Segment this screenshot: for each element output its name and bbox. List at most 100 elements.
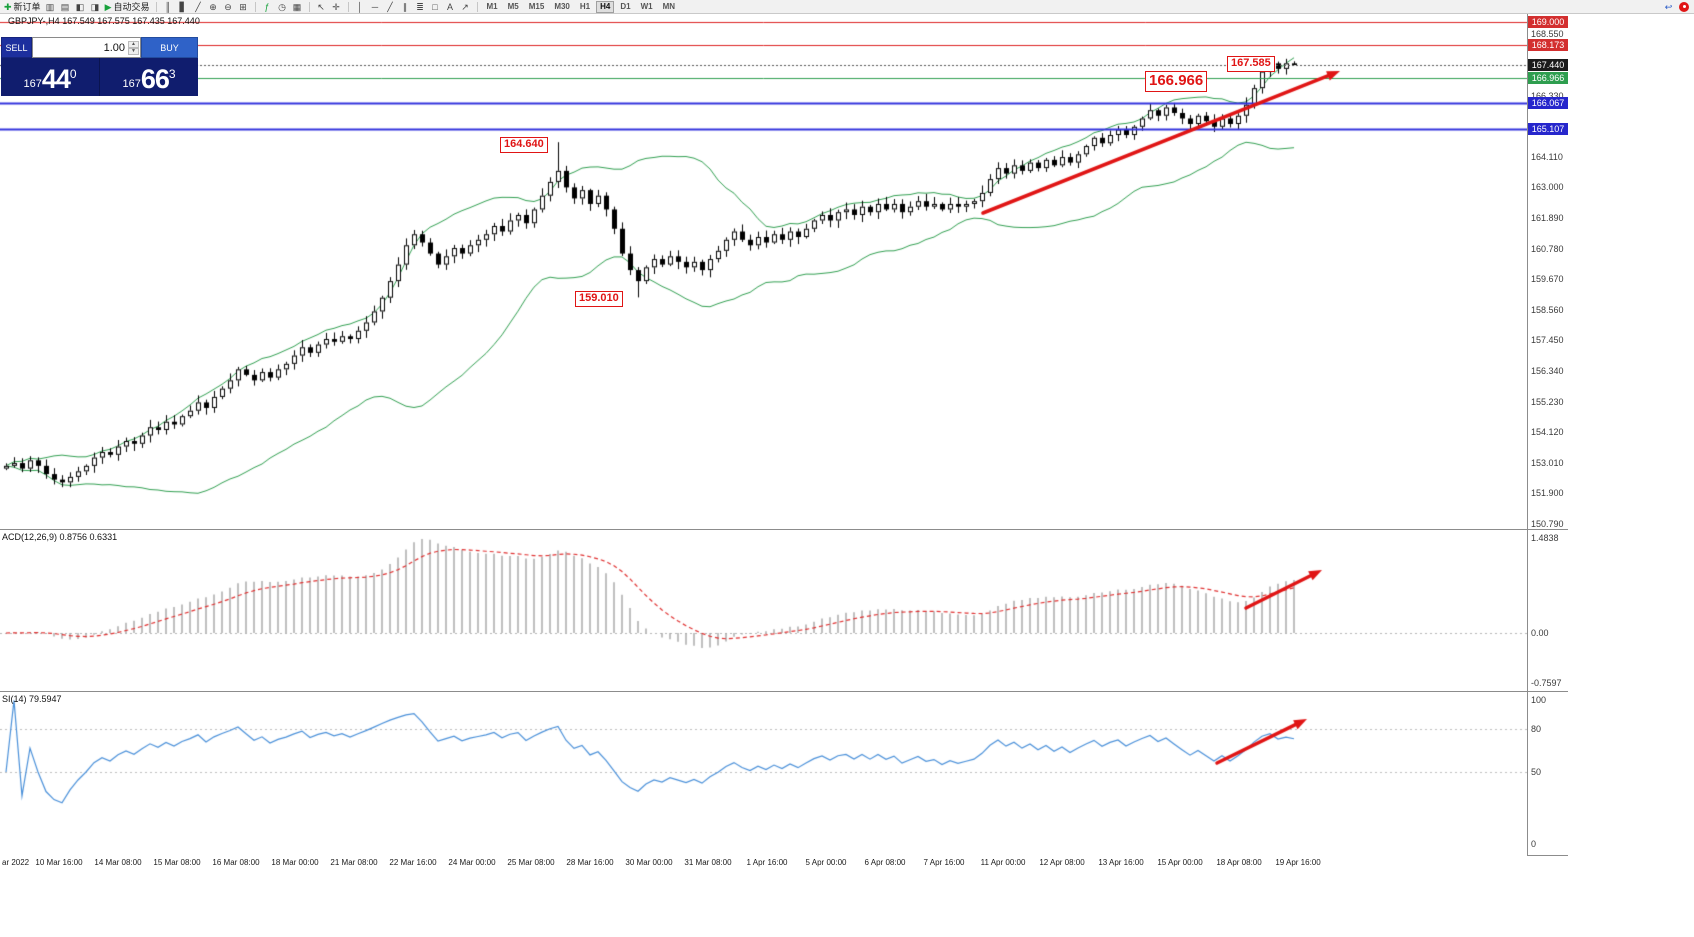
time-axis-label: 31 Mar 08:00	[684, 858, 732, 867]
market-watch-icon[interactable]: ◧	[73, 1, 88, 13]
time-axis-label: 18 Mar 00:00	[271, 858, 319, 867]
price-axis-label: 163.000	[1531, 182, 1564, 193]
time-axis-label: 1 Apr 16:00	[746, 858, 788, 867]
periods-icon[interactable]: ◷	[275, 1, 290, 13]
price-axis-label: 168.550	[1531, 29, 1564, 40]
time-axis-label: 24 Mar 00:00	[448, 858, 496, 867]
notification-badge[interactable]	[1679, 1, 1689, 12]
volume-input[interactable]: 1.00 ▲ ▼	[32, 37, 141, 58]
price-annotation[interactable]: 167.585	[1227, 56, 1275, 72]
trendline-icon[interactable]: ╱	[383, 1, 398, 13]
rsi-axis-label: 0	[1531, 838, 1537, 849]
timeframe-w1-button[interactable]: W1	[637, 1, 657, 13]
profiles-icon[interactable]: ▤	[58, 1, 73, 13]
ask-price[interactable]: 167 66 3	[122, 64, 176, 94]
charts-icon: ▥	[45, 1, 55, 12]
cursor-icon[interactable]: ↖	[314, 1, 329, 13]
horizontal-line-icon: ─	[371, 1, 379, 12]
templates-icon[interactable]: ▦	[290, 1, 305, 13]
toolbar-separator	[155, 1, 157, 12]
time-axis-label: 7 Apr 16:00	[923, 858, 965, 867]
new-order-button[interactable]: ✚ 新订单	[2, 1, 43, 13]
price-axis-label: 157.450	[1531, 335, 1564, 346]
channel-icon[interactable]: ∥	[398, 1, 413, 13]
price-axis-label: 151.900	[1531, 488, 1564, 499]
timeframe-h4-button[interactable]: H4	[596, 0, 615, 13]
toolbar-separator	[308, 1, 310, 12]
time-axis-label: 21 Mar 08:00	[330, 858, 378, 867]
timeframe-m1-button[interactable]: M1	[483, 1, 502, 13]
autotrading-button[interactable]: ▶ 自动交易	[103, 1, 152, 13]
pane-separator[interactable]	[0, 691, 1568, 692]
notification-dot	[1682, 5, 1686, 8]
price-annotation[interactable]: 164.640	[500, 137, 548, 153]
time-axis-label: 11 Apr 00:00	[980, 858, 1026, 867]
indicators-icon[interactable]: ƒ	[260, 1, 275, 13]
time-axis-label: 30 Mar 00:00	[625, 858, 673, 867]
shapes-icon[interactable]: □	[428, 1, 443, 13]
macd-indicator-label: ACD(12,26,9) 0.8756 0.6331	[2, 532, 118, 542]
indicators-icon: ƒ	[264, 1, 270, 12]
candlestick-chart-icon[interactable]: ▋	[176, 1, 191, 13]
macd-axis-label: 0.00	[1531, 628, 1549, 638]
price-annotation[interactable]: 159.010	[575, 291, 623, 307]
timeframe-d1-button[interactable]: D1	[616, 1, 634, 13]
time-axis-label: 6 Apr 08:00	[864, 858, 906, 867]
price-annotation[interactable]: 166.966	[1145, 71, 1208, 92]
market-watch-icon: ◧	[75, 1, 85, 12]
horizontal-line-icon[interactable]: ─	[368, 1, 383, 13]
timeframe-mn-button[interactable]: MN	[659, 1, 679, 13]
arrows-icon[interactable]: ↗	[458, 1, 473, 13]
fibonacci-icon[interactable]: ≣	[413, 1, 428, 13]
time-axis-label: 22 Mar 16:00	[389, 858, 437, 867]
price-axis-label: 161.890	[1531, 213, 1564, 223]
tile-windows-icon[interactable]: ⊞	[236, 1, 251, 13]
undo-arrow-icon: ↩	[1664, 1, 1673, 12]
price-axis-label: 153.010	[1531, 457, 1564, 468]
crosshair-icon[interactable]: ✛	[329, 1, 344, 13]
zoom-in-icon[interactable]: ⊕	[206, 1, 221, 13]
zoom-out-icon[interactable]: ⊖	[221, 1, 236, 13]
time-axis-label: 25 Mar 08:00	[507, 858, 555, 867]
price-axis-label: 159.670	[1531, 274, 1564, 285]
timeframe-h1-button[interactable]: H1	[576, 1, 594, 13]
text-icon[interactable]: A	[443, 1, 458, 13]
price-chart-canvas[interactable]	[0, 14, 1527, 529]
sell-button[interactable]: SELL	[1, 37, 32, 58]
price-axis-label: 155.230	[1531, 396, 1564, 407]
price-axis-label: 158.560	[1531, 304, 1564, 315]
volume-down-arrow[interactable]: ▼	[128, 47, 139, 55]
rsi-axis-label: 80	[1531, 724, 1542, 734]
timeframe-m30-button[interactable]: M30	[550, 1, 574, 13]
templates-icon: ▦	[292, 1, 302, 12]
time-axis-label: 5 Apr 00:00	[805, 858, 847, 867]
line-chart-icon[interactable]: ╱	[191, 1, 206, 13]
price-axis[interactable]: 168.550 166.330 164.110 163.000 161.890 160.7…	[1528, 14, 1568, 855]
buy-button[interactable]: BUY	[141, 37, 198, 58]
timeframe-m15-button[interactable]: M15	[525, 1, 549, 13]
bid-price[interactable]: 167 44 0	[1, 58, 100, 96]
toolbar-separator	[254, 1, 256, 12]
trendline-icon: ╱	[387, 1, 393, 12]
timeframe-m5-button[interactable]: M5	[504, 1, 523, 13]
time-axis-label: 28 Mar 16:00	[566, 858, 614, 867]
vertical-line-icon[interactable]: │	[353, 1, 368, 13]
price-display: 167 44 0 167 66 3	[1, 58, 198, 96]
price-tag: 168.173	[1528, 38, 1568, 51]
time-axis-label: 15 Mar 08:00	[153, 858, 201, 867]
charts-icon[interactable]: ▥	[43, 1, 58, 13]
time-axis[interactable]: ar 2022 10 Mar 16:00 14 Mar 08:00 15 Mar 08…	[0, 855, 1527, 871]
navigator-icon[interactable]: ◨	[88, 1, 103, 13]
toolbar: ✚ 新订单 ▥ ▤ ◧ ◨ ▶ 自动交易 ║ ▋ ╱ ⊕ ⊖ ⊞ ƒ ◷ ▦ ↖ ✛ │ ─ ╱ ∥ ≣ □ A ↗ M1 M5 M15 M…	[0, 0, 1694, 14]
price-axis-label: 166.330	[1531, 90, 1564, 101]
autotrading-icon: ▶	[104, 1, 112, 12]
pane-separator[interactable]	[0, 529, 1568, 530]
bar-chart-icon[interactable]: ║	[161, 1, 176, 13]
price-tag: 166.067	[1528, 96, 1568, 109]
macd-pane-canvas[interactable]	[0, 529, 1527, 691]
time-axis-label: 13 Apr 16:00	[1098, 858, 1144, 867]
rsi-pane-canvas[interactable]	[0, 691, 1527, 855]
undo-arrow-icon[interactable]: ↩	[1661, 1, 1676, 13]
volume-up-arrow[interactable]: ▲	[128, 40, 139, 48]
crosshair-icon: ✛	[332, 1, 340, 12]
